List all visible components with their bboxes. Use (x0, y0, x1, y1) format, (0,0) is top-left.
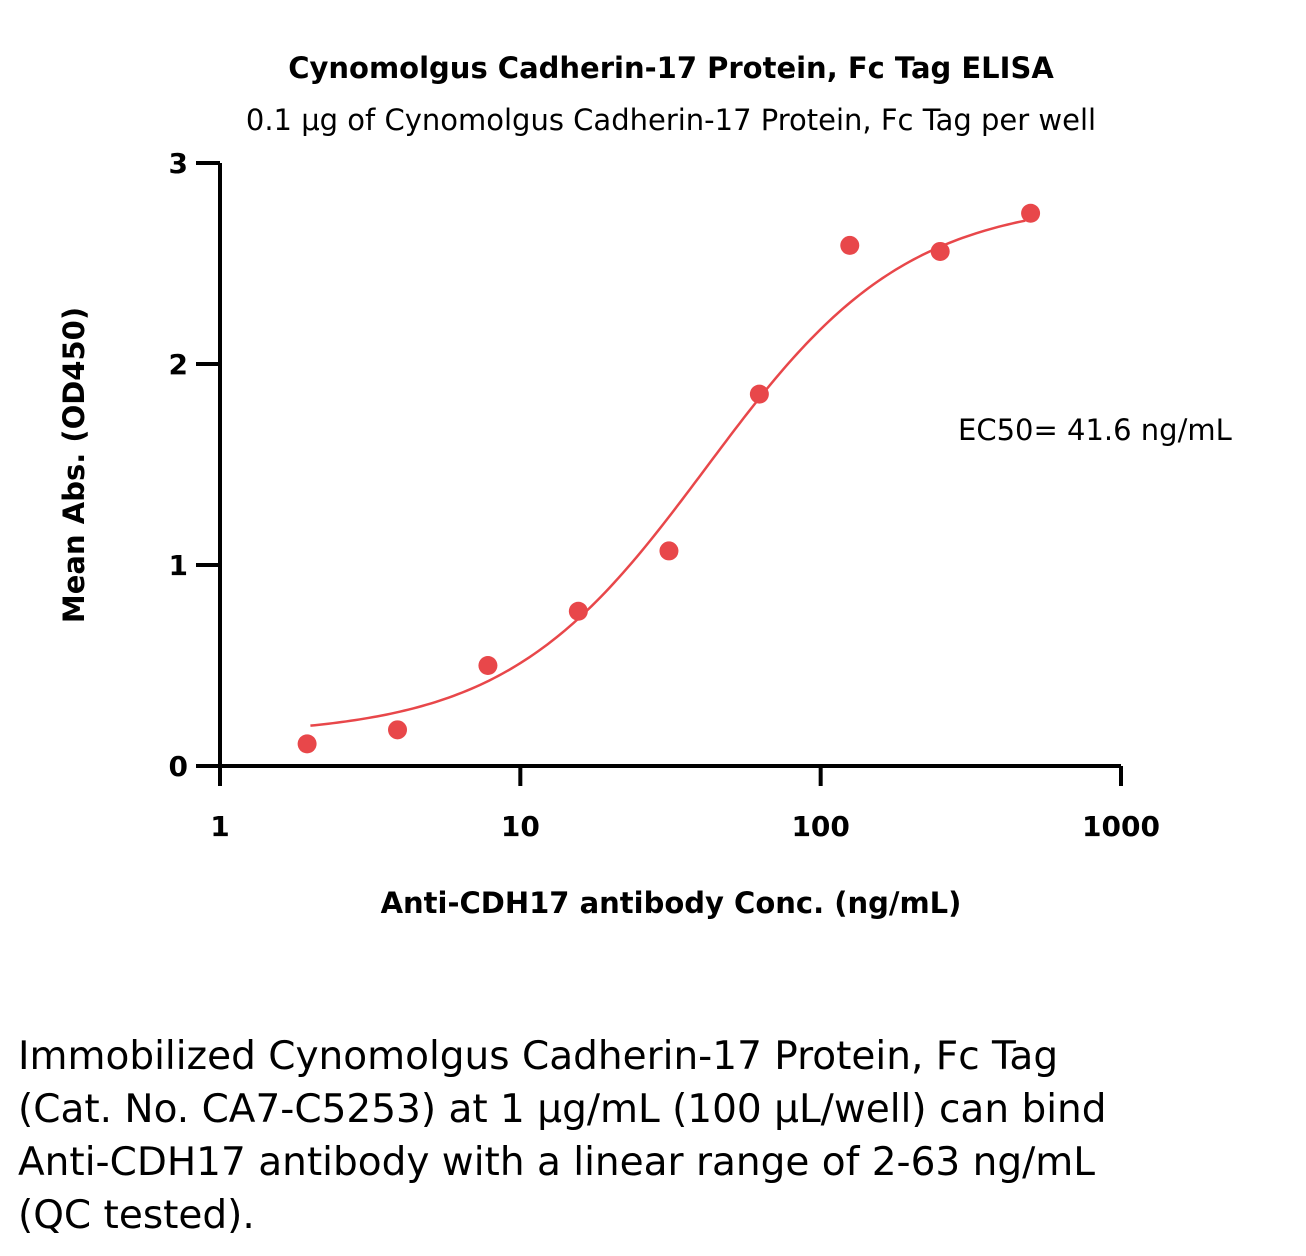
x-tick-label: 10 (501, 810, 540, 843)
figure-caption: Immobilized Cynomolgus Cadherin-17 Prote… (18, 1034, 1107, 1238)
data-point (568, 601, 588, 621)
data-point (659, 541, 679, 561)
data-points (297, 203, 1041, 754)
x-tick-label: 100 (791, 810, 849, 843)
ec50-annotation: EC50= 41.6 ng/mL (958, 413, 1232, 447)
x-tick-label: 1 (210, 810, 229, 843)
data-point (478, 656, 498, 675)
chart-subtitle: 0.1 μg of Cynomolgus Cadherin-17 Protein… (246, 103, 1096, 137)
y-tick-label: 3 (169, 147, 188, 180)
axes (218, 163, 1121, 768)
elisa-chart: Cynomolgus Cadherin-17 Protein, Fc Tag E… (57, 51, 1232, 920)
data-point (1021, 203, 1041, 223)
y-tick-label: 2 (169, 348, 188, 381)
data-point (388, 720, 408, 740)
data-point (297, 734, 317, 754)
chart-title: Cynomolgus Cadherin-17 Protein, Fc Tag E… (288, 51, 1054, 85)
y-tick-label: 0 (169, 750, 188, 783)
x-axis-label: Anti-CDH17 antibody Conc. (ng/mL) (381, 886, 962, 920)
fit-curve (310, 219, 1026, 727)
data-point (930, 241, 950, 261)
y-tick-label: 1 (169, 549, 188, 582)
x-tick-label: 1000 (1082, 810, 1160, 843)
data-point (749, 384, 769, 404)
y-axis-label: Mean Abs. (OD450) (57, 307, 91, 623)
data-point (840, 235, 860, 255)
